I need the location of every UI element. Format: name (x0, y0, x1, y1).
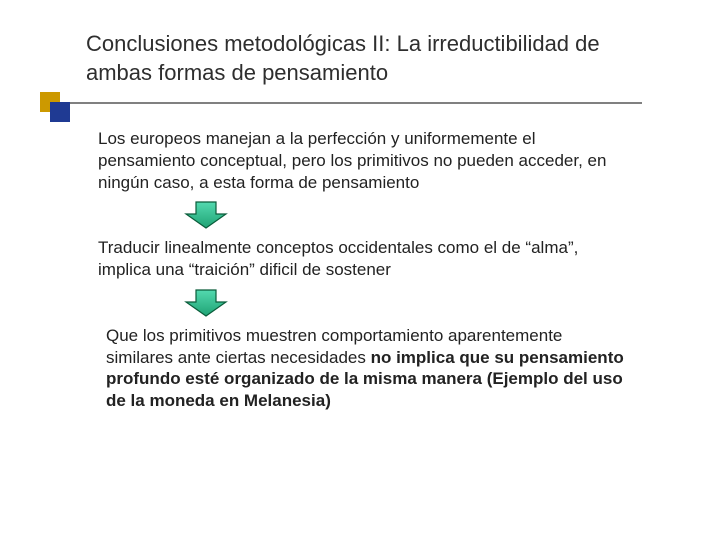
title-underline-rule (40, 102, 642, 104)
paragraph-1: Los europeos manejan a la perfección y u… (98, 128, 628, 193)
paragraph-2: Traducir linealmente conceptos occidenta… (98, 237, 628, 281)
slide-title: Conclusiones metodológicas II: La irredu… (86, 30, 646, 87)
down-arrow-icon (98, 201, 628, 229)
title-block: Conclusiones metodológicas II: La irredu… (86, 30, 646, 87)
paragraph-3: Que los primitivos muestren comportamien… (98, 325, 628, 412)
accent-squares-icon (40, 92, 60, 112)
down-arrow-icon (98, 289, 628, 317)
body-content: Los europeos manejan a la perfección y u… (98, 128, 628, 412)
slide: Conclusiones metodológicas II: La irredu… (0, 0, 720, 540)
